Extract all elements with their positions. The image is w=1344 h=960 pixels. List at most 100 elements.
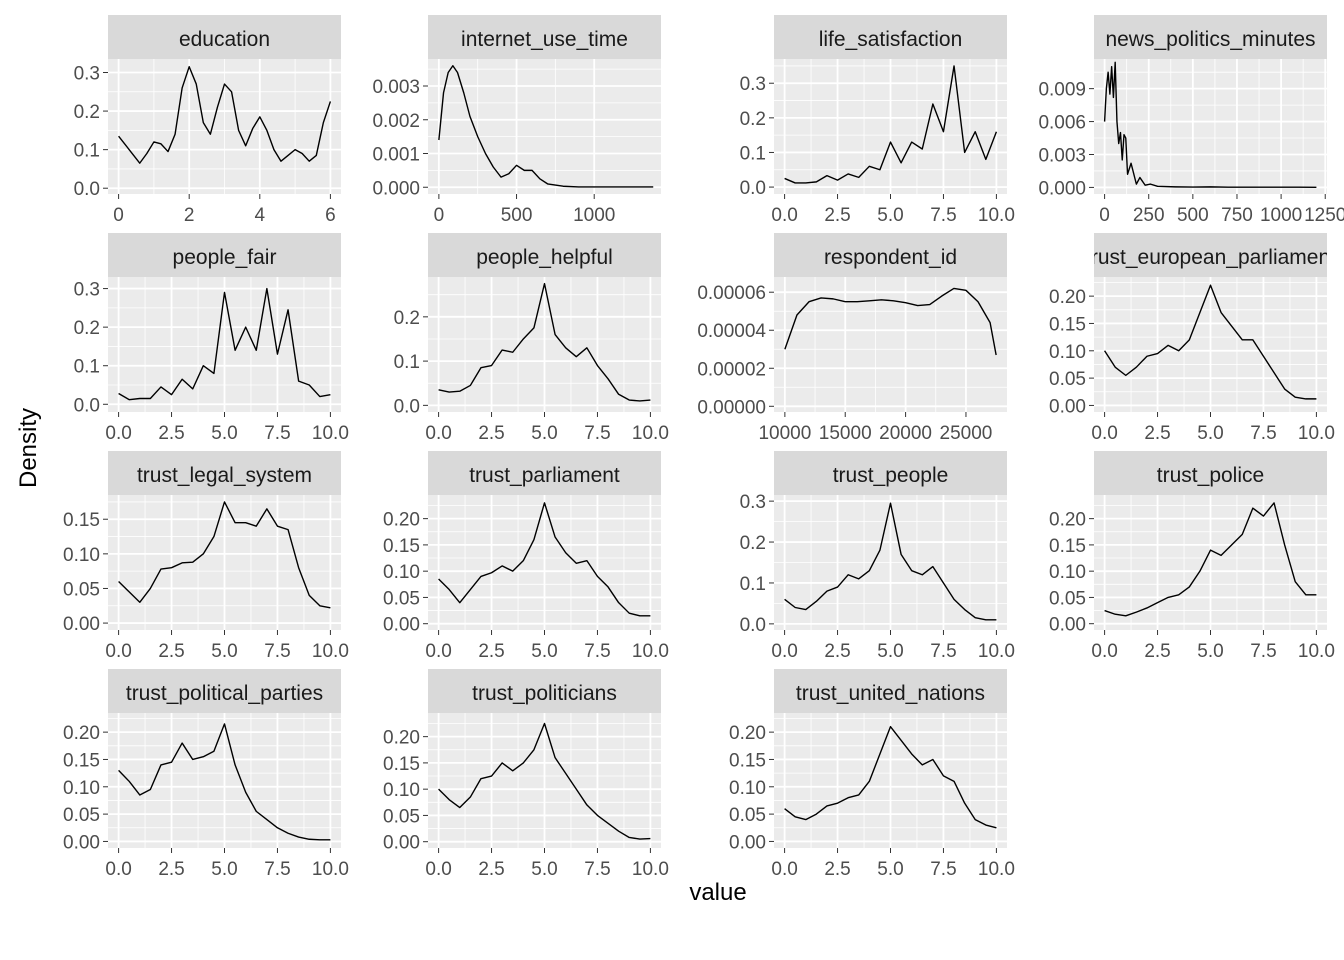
- x-tick-label: 2.5: [158, 641, 184, 662]
- y-tick-label: 0.20: [1049, 510, 1086, 531]
- y-tick-label: 0.00006: [697, 283, 766, 304]
- x-tick-label: 5.0: [1197, 641, 1223, 662]
- facet-panels: education 0 2 4 6 0.0 0.1 0.2 0.3 internet_use_ti…: [63, 15, 1344, 880]
- facet-strip: [774, 15, 1007, 59]
- x-tick-label: 2.5: [478, 641, 504, 662]
- y-tick-label: 0.00004: [697, 321, 766, 342]
- x-tick-label: 2.5: [1144, 423, 1170, 444]
- facet-life-satisfaction: life_satisfaction 0.0 2.5 5.0 7.5 10.0 0.0 0.1 0…: [740, 15, 1015, 226]
- facet-people-fair: people_fair 0.0 2.5 5.0 7.5 10.0 0.0 0.1 0.2 0.3: [74, 233, 349, 444]
- facet-strip-label: trust_legal_system: [137, 464, 312, 487]
- x-tick-label: 10.0: [1298, 423, 1335, 444]
- density-line-trust-legal-system: [118, 501, 331, 609]
- y-tick-label: 0.0: [740, 615, 766, 636]
- y-tick-label: 0.1: [740, 574, 766, 595]
- x-tick-label: 7.5: [584, 423, 610, 444]
- y-tick-label: 0.10: [383, 562, 420, 583]
- facet-news-politics-minutes: news_politics_minutes 0 250 500 750 1000 1250 0…: [1038, 15, 1344, 226]
- y-tick-label: 0.05: [1049, 369, 1086, 390]
- y-tick-label: 0.05: [63, 579, 100, 600]
- facet-strip-label: people_helpful: [476, 246, 613, 269]
- facet-people-helpful: people_helpful 0.0 2.5 5.0 7.5 10.0 0.0 0.1 0.2: [394, 233, 669, 444]
- facet-strip: [774, 233, 1007, 277]
- x-tick-label: 7.5: [930, 205, 956, 226]
- facet-trust-politicians: trust_politicians 0.0 2.5 5.0 7.5 10.0 0.00 0.0…: [383, 669, 669, 880]
- facet-strip: [1094, 451, 1327, 495]
- y-tick-label: 0.10: [383, 780, 420, 801]
- x-tick-label: 0.0: [771, 205, 797, 226]
- density-line-news-politics-minutes: [1103, 61, 1317, 188]
- y-tick-label: 0.20: [383, 728, 420, 749]
- y-tick-label: 0.15: [63, 510, 100, 531]
- facet-strip-label: trust_united_nations: [796, 682, 985, 705]
- y-tick-label: 0.3: [740, 74, 766, 95]
- x-tick-label: 0: [1099, 205, 1110, 226]
- x-tick-label: 5.0: [1197, 423, 1223, 444]
- y-tick-label: 0.3: [74, 280, 100, 301]
- facet-education: education 0 2 4 6 0.0 0.1 0.2 0.3: [74, 15, 341, 226]
- x-tick-label: 0.0: [425, 423, 451, 444]
- x-tick-label: 20000: [879, 423, 932, 444]
- y-tick-label: 0.10: [63, 778, 100, 799]
- x-tick-label: 0.0: [1091, 423, 1117, 444]
- y-tick-label: 0.0: [740, 178, 766, 199]
- y-tick-label: 0.2: [74, 102, 100, 123]
- y-tick-label: 0.05: [729, 805, 766, 826]
- x-tick-label: 5.0: [531, 423, 557, 444]
- facet-strip: [774, 451, 1007, 495]
- y-tick-label: 0.00: [383, 833, 420, 854]
- y-tick-label: 0.001: [372, 145, 420, 166]
- y-tick-label: 0.1: [394, 352, 420, 373]
- facet-trust-united-nations: trust_united_nations 0.0 2.5 5.0 7.5 10.0 0.00…: [729, 669, 1015, 880]
- facet-strip: [1094, 233, 1327, 277]
- y-tick-label: 0.000: [372, 178, 420, 199]
- facet-strip: [1094, 15, 1327, 59]
- x-tick-label: 5.0: [211, 423, 237, 444]
- x-tick-label: 4: [255, 205, 266, 226]
- x-tick-label: 500: [501, 205, 533, 226]
- x-tick-label: 2.5: [824, 859, 850, 880]
- x-tick-label: 10.0: [312, 641, 349, 662]
- y-tick-label: 0.2: [394, 308, 420, 329]
- y-tick-label: 0.05: [1049, 588, 1086, 609]
- density-line-trust-united-nations: [784, 725, 997, 829]
- x-tick-label: 2.5: [478, 423, 504, 444]
- x-tick-label: 25000: [940, 423, 993, 444]
- x-tick-label: 7.5: [1250, 641, 1276, 662]
- facet-strip-label: trust_european_parliament: [1085, 246, 1336, 269]
- x-tick-label: 0.0: [105, 859, 131, 880]
- y-tick-label: 0.05: [63, 805, 100, 826]
- facet-strip: [774, 669, 1007, 713]
- y-tick-label: 0.0: [74, 179, 100, 200]
- y-tick-label: 0.20: [1049, 287, 1086, 308]
- x-tick-label: 1250: [1304, 205, 1344, 226]
- y-tick-label: 0.05: [383, 806, 420, 827]
- y-tick-label: 0.00000: [697, 397, 766, 418]
- y-axis-title: Density: [15, 408, 42, 488]
- x-tick-label: 7.5: [584, 859, 610, 880]
- density-line-people-fair: [118, 287, 331, 401]
- x-tick-label: 10000: [758, 423, 811, 444]
- density-line-life-satisfaction: [784, 65, 998, 184]
- y-tick-label: 0.00: [383, 615, 420, 636]
- y-tick-label: 0.10: [1049, 562, 1086, 583]
- y-tick-label: 0.10: [729, 778, 766, 799]
- y-tick-label: 0.05: [383, 588, 420, 609]
- x-tick-label: 1000: [1260, 205, 1302, 226]
- facet-strip-label: trust_politicians: [472, 682, 617, 705]
- y-tick-label: 0.20: [63, 723, 100, 744]
- x-tick-label: 2.5: [1144, 641, 1170, 662]
- x-tick-label: 5.0: [531, 641, 557, 662]
- panel-background: [774, 277, 1007, 412]
- y-tick-label: 0.003: [372, 77, 420, 98]
- y-tick-label: 0.009: [1038, 80, 1086, 101]
- x-tick-label: 5.0: [211, 859, 237, 880]
- facet-trust-legal-system: trust_legal_system 0.0 2.5 5.0 7.5 10.0 0.00 0.…: [63, 451, 349, 662]
- y-tick-label: 0.15: [63, 750, 100, 771]
- x-tick-label: 0: [434, 205, 445, 226]
- x-tick-label: 10.0: [312, 423, 349, 444]
- facet-strip-label: trust_parliament: [469, 464, 620, 487]
- x-tick-label: 2.5: [158, 423, 184, 444]
- x-tick-label: 10.0: [632, 641, 669, 662]
- x-tick-label: 2.5: [158, 859, 184, 880]
